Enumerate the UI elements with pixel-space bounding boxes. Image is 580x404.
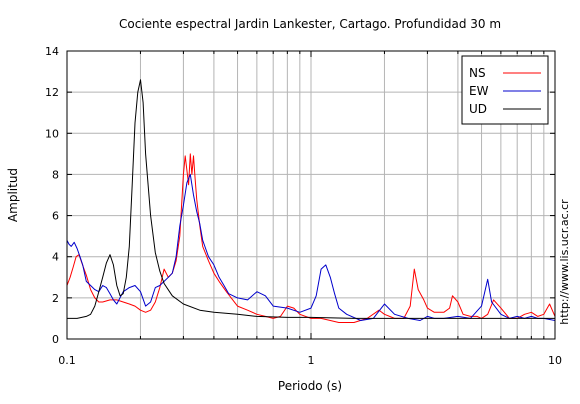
x-tick-label: 1 bbox=[308, 354, 315, 367]
x-tick-label: 0.1 bbox=[58, 354, 76, 367]
legend-label-ns: NS bbox=[469, 66, 486, 80]
y-tick-label: 6 bbox=[52, 210, 59, 223]
y-axis-label: Amplitud bbox=[6, 168, 20, 222]
series-line-ud bbox=[67, 79, 555, 319]
x-axis-label: Periodo (s) bbox=[278, 379, 342, 393]
series-lines bbox=[66, 79, 556, 323]
y-tick-label: 2 bbox=[52, 292, 59, 305]
chart-title: Cociente espectral Jardin Lankester, Car… bbox=[119, 17, 501, 31]
legend-label-ud: UD bbox=[469, 102, 487, 116]
series-line-ns bbox=[66, 153, 556, 323]
y-tick-label: 4 bbox=[52, 251, 59, 264]
y-tick-label: 8 bbox=[52, 168, 59, 181]
side-url-text: http://www.lis.ucr.ac.cr bbox=[558, 199, 571, 325]
x-tick-label: 10 bbox=[548, 354, 562, 367]
y-tick-label: 12 bbox=[45, 86, 59, 99]
grid-lines bbox=[67, 51, 555, 339]
axis-ticks: 0 2 4 6 8 10 12 14 0.1 1 10 bbox=[45, 45, 562, 367]
y-tick-label: 0 bbox=[52, 333, 59, 346]
legend-label-ew: EW bbox=[469, 84, 489, 98]
legend: NS EW UD bbox=[461, 55, 549, 125]
y-tick-label: 10 bbox=[45, 127, 59, 140]
legend-box bbox=[461, 55, 549, 125]
y-tick-label: 14 bbox=[45, 45, 59, 58]
